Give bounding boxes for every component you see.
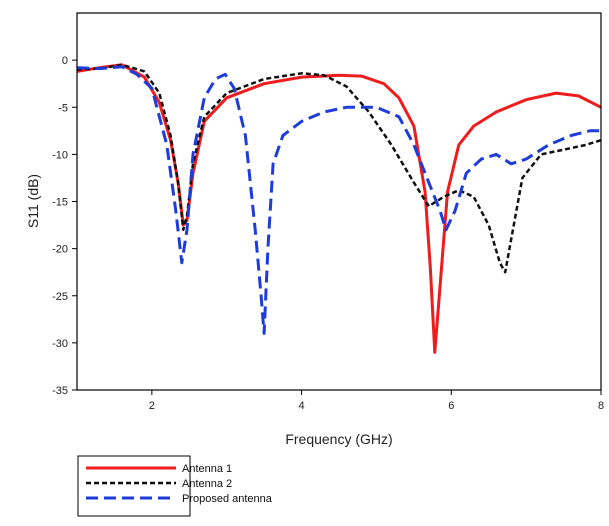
y-axis: 0 -5 -10 -15 -20 -25 -30 -35 [52,55,77,397]
x-axis-title: Frequency (GHz) [285,431,392,447]
y-tick-label: -20 [52,244,68,256]
x-tick-label: 2 [149,400,155,412]
legend-label-proposed-antenna: Proposed antenna [182,493,273,505]
y-axis-title: S11 (dB) [25,174,41,228]
x-tick-label: 4 [299,400,305,412]
y-tick-label: -35 [52,385,68,397]
y-tick-label: -30 [52,338,68,350]
y-tick-label: -5 [58,102,68,114]
series-layer [77,63,601,354]
y-tick-label: -15 [52,197,68,209]
legend-label-antenna-1: Antenna 1 [182,463,232,475]
y-tick-label: 0 [62,55,68,67]
legend: Antenna 1 Antenna 2 Proposed antenna [77,455,273,517]
x-tick-label: 6 [448,400,454,412]
y-tick-label: -10 [52,149,68,161]
series-line-proposed-antenna [77,65,601,335]
legend-box [77,455,191,517]
legend-label-antenna-2: Antenna 2 [182,478,232,490]
series-line-antenna-1 [77,63,601,354]
series-line-antenna-2 [77,63,601,274]
x-axis: 2 4 6 8 [149,390,604,412]
plot-area-frame [76,12,602,391]
x-tick-label: 8 [598,400,604,412]
y-tick-label: -25 [52,291,68,303]
